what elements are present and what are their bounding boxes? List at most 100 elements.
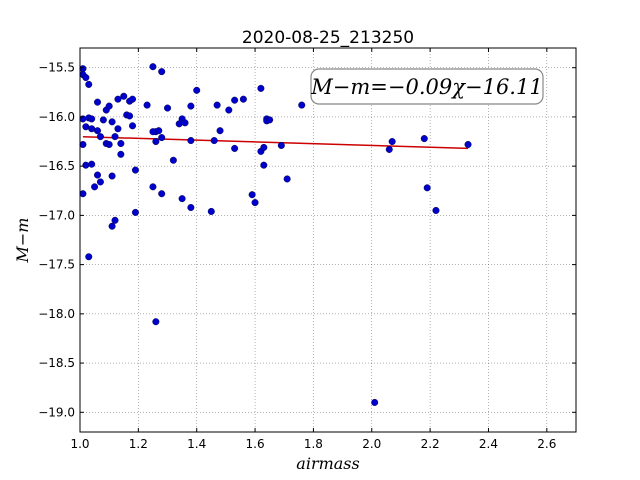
data-point bbox=[108, 118, 116, 126]
data-point bbox=[85, 253, 93, 261]
data-point bbox=[164, 104, 172, 112]
data-point bbox=[423, 184, 431, 192]
data-point bbox=[111, 216, 119, 224]
annotation-box bbox=[310, 68, 544, 105]
y-axis-label: M−m bbox=[13, 218, 32, 264]
data-point bbox=[251, 199, 259, 207]
data-point bbox=[260, 143, 268, 151]
y-tick-label: −19.0 bbox=[38, 405, 75, 419]
data-point bbox=[94, 171, 102, 179]
data-point bbox=[260, 161, 268, 169]
data-point bbox=[420, 135, 428, 143]
x-tick-label: 2.4 bbox=[479, 437, 498, 451]
data-point bbox=[385, 145, 393, 153]
data-point bbox=[158, 190, 166, 198]
data-point bbox=[120, 92, 128, 100]
data-point bbox=[225, 106, 233, 114]
axis-ticks bbox=[79, 48, 576, 432]
data-point bbox=[129, 95, 137, 103]
data-point bbox=[149, 183, 157, 191]
data-point bbox=[96, 133, 104, 141]
data-point bbox=[193, 86, 201, 94]
data-point bbox=[88, 125, 96, 133]
data-point bbox=[298, 101, 306, 109]
data-point bbox=[216, 127, 224, 135]
data-point bbox=[88, 115, 96, 123]
data-point bbox=[277, 141, 285, 149]
data-point bbox=[152, 318, 160, 326]
data-point bbox=[91, 183, 99, 191]
data-point bbox=[181, 119, 189, 127]
x-tick-label: 2.6 bbox=[537, 437, 556, 451]
fit-line-layer bbox=[82, 135, 469, 150]
fit-annotation: M−m=−0.09χ−16.11 bbox=[310, 68, 544, 105]
grid-lines bbox=[80, 48, 576, 432]
data-point bbox=[239, 95, 247, 103]
annotation-text: M−m=−0.09χ−16.11 bbox=[310, 75, 542, 99]
data-point bbox=[257, 84, 265, 92]
x-tick-label: 1.4 bbox=[187, 437, 206, 451]
data-point bbox=[213, 101, 221, 109]
data-point bbox=[126, 112, 134, 120]
x-axis-label: airmass bbox=[296, 454, 359, 473]
data-point bbox=[108, 172, 116, 180]
data-point bbox=[114, 95, 122, 103]
data-point bbox=[79, 140, 87, 148]
y-tick-label: −17.0 bbox=[38, 208, 75, 222]
x-tick-label: 1.8 bbox=[304, 437, 323, 451]
data-point bbox=[111, 133, 119, 141]
data-point bbox=[82, 123, 90, 131]
data-point bbox=[155, 127, 163, 135]
data-point bbox=[82, 74, 90, 82]
data-points bbox=[79, 63, 472, 406]
data-point bbox=[187, 102, 195, 110]
data-point bbox=[79, 65, 87, 73]
x-tick-label: 2.0 bbox=[362, 437, 381, 451]
data-point bbox=[114, 125, 122, 133]
chart-title: 2020-08-25_213250 bbox=[242, 28, 414, 48]
data-point bbox=[96, 178, 104, 186]
data-point bbox=[105, 140, 113, 148]
data-point bbox=[117, 150, 125, 158]
data-point bbox=[129, 122, 137, 130]
y-tick-label: −18.0 bbox=[38, 307, 75, 321]
x-tick-label: 1.2 bbox=[129, 437, 148, 451]
x-tick-label: 1.6 bbox=[246, 437, 265, 451]
y-tick-labels: −15.5 −16.0 −16.5 −17.0 −17.5 −18.0 −18.5 −19.0 bbox=[38, 61, 75, 420]
x-tick-label: 2.2 bbox=[421, 437, 440, 451]
x-tick-labels: 1.0 1.2 1.4 1.6 1.8 2.0 2.2 2.4 2.6 bbox=[70, 437, 556, 451]
data-point bbox=[79, 190, 87, 198]
data-point bbox=[432, 206, 440, 214]
data-point bbox=[94, 98, 102, 106]
data-point bbox=[178, 195, 186, 203]
fit-line bbox=[82, 135, 469, 150]
data-point bbox=[210, 137, 218, 145]
data-point bbox=[99, 116, 107, 124]
data-point bbox=[266, 116, 274, 124]
data-point bbox=[207, 207, 215, 215]
data-point bbox=[187, 137, 195, 145]
data-point bbox=[371, 398, 379, 406]
data-point bbox=[231, 144, 239, 152]
data-point bbox=[231, 96, 239, 104]
data-point bbox=[149, 63, 157, 71]
data-point bbox=[88, 160, 96, 168]
y-tick-label: −16.0 bbox=[38, 110, 75, 124]
data-point bbox=[131, 208, 139, 216]
data-point bbox=[131, 166, 139, 174]
y-tick-label: −17.5 bbox=[38, 258, 75, 272]
data-point bbox=[248, 191, 256, 199]
plot-frame bbox=[79, 47, 577, 433]
data-point bbox=[283, 175, 291, 183]
data-point bbox=[108, 222, 116, 230]
data-point bbox=[169, 156, 177, 164]
data-point bbox=[143, 101, 151, 109]
x-tick-label: 1.0 bbox=[70, 437, 89, 451]
data-point bbox=[158, 134, 166, 142]
data-point bbox=[105, 102, 113, 110]
data-point bbox=[85, 80, 93, 88]
data-point bbox=[152, 138, 160, 146]
data-point bbox=[82, 161, 90, 169]
data-point bbox=[117, 140, 125, 148]
y-tick-label: −16.5 bbox=[38, 159, 75, 173]
